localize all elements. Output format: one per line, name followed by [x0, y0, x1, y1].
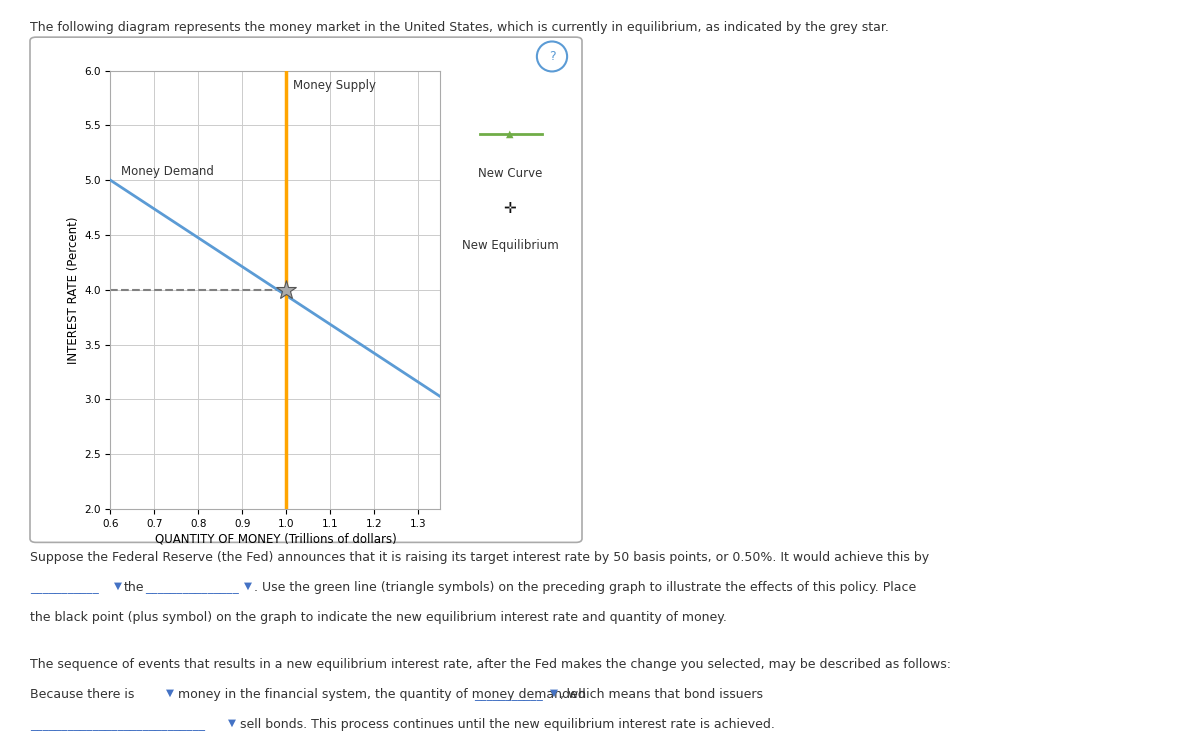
Text: Money Demand: Money Demand: [121, 165, 215, 178]
Y-axis label: INTEREST RATE (Percent): INTEREST RATE (Percent): [67, 216, 80, 363]
Text: the: the: [124, 581, 144, 594]
Text: ___________: ___________: [474, 688, 542, 701]
Text: the black point (plus symbol) on the graph to indicate the new equilibrium inter: the black point (plus symbol) on the gra…: [30, 611, 727, 623]
Text: ▼: ▼: [228, 718, 236, 727]
Text: ▼: ▼: [114, 581, 122, 591]
Text: _______________: _______________: [145, 581, 239, 594]
Text: New Equilibrium: New Equilibrium: [462, 239, 558, 252]
Text: ?: ?: [548, 50, 556, 63]
Text: ___________: ___________: [30, 581, 98, 594]
Text: ▼: ▼: [550, 688, 558, 698]
Text: . Use the green line (triangle symbols) on the preceding graph to illustrate the: . Use the green line (triangle symbols) …: [254, 581, 917, 594]
Text: money in the financial system, the quantity of money demanded: money in the financial system, the quant…: [178, 688, 586, 701]
Text: sell bonds. This process continues until the new equilibrium interest rate is ac: sell bonds. This process continues until…: [240, 718, 775, 730]
Text: Money Supply: Money Supply: [293, 80, 376, 92]
X-axis label: QUANTITY OF MONEY (Trillions of dollars): QUANTITY OF MONEY (Trillions of dollars): [155, 533, 396, 546]
Text: , which means that bond issuers: , which means that bond issuers: [560, 688, 763, 701]
Text: ____________________________: ____________________________: [30, 718, 205, 730]
Text: ▼: ▼: [244, 581, 252, 591]
Text: The sequence of events that results in a new equilibrium interest rate, after th: The sequence of events that results in a…: [30, 658, 952, 671]
Text: Suppose the Federal Reserve (the Fed) announces that it is raising its target in: Suppose the Federal Reserve (the Fed) an…: [30, 551, 929, 564]
Text: Because there is: Because there is: [30, 688, 134, 701]
Text: New Curve: New Curve: [478, 167, 542, 180]
Text: ✛: ✛: [504, 201, 516, 215]
Text: The following diagram represents the money market in the United States, which is: The following diagram represents the mon…: [30, 21, 889, 33]
Text: ▼: ▼: [166, 688, 174, 698]
Text: ▲: ▲: [506, 129, 514, 139]
